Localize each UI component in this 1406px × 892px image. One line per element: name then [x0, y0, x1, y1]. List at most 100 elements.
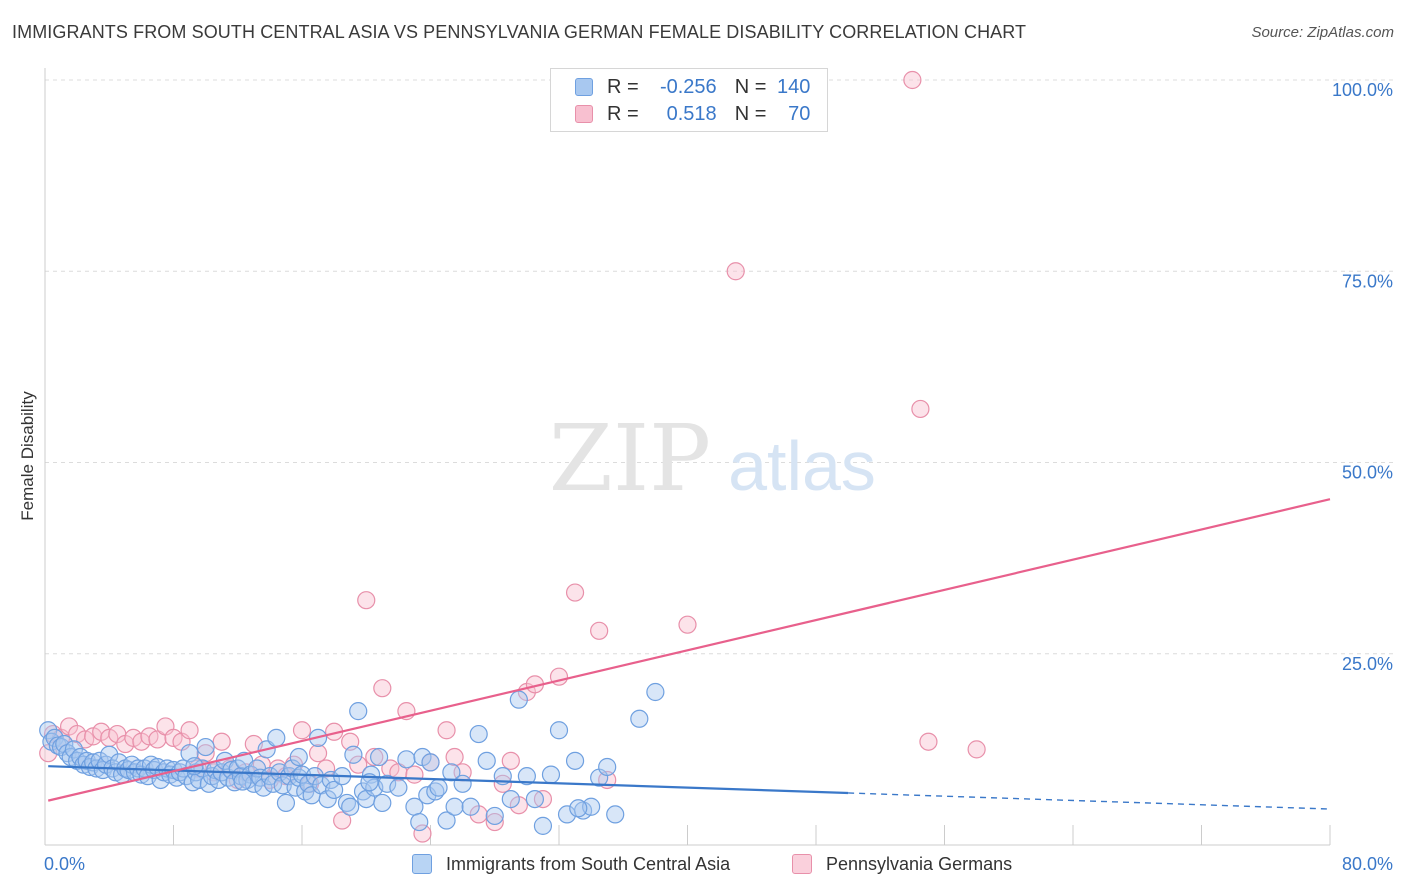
point-south-central-asia: [533, 816, 553, 835]
point-pennsylvania-germans: [148, 730, 167, 749]
point-pennsylvania-germans: [437, 721, 456, 740]
bottom-legend-swatch-pink: [792, 854, 812, 874]
watermark-zip: ZIP: [549, 405, 711, 512]
legend-r-label: R =: [607, 75, 639, 98]
point-south-central-asia: [429, 778, 448, 797]
point-south-central-asia: [606, 805, 625, 824]
point-south-central-asia: [442, 763, 461, 782]
legend-n-label: N =: [734, 75, 767, 98]
point-south-central-asia: [598, 757, 617, 777]
point-south-central-asia: [341, 797, 360, 816]
point-pennsylvania-germans: [349, 755, 368, 774]
legend-row-pink: R = 0.518 N = 70: [575, 101, 810, 127]
point-pennsylvania-germans: [919, 732, 938, 751]
point-south-central-asia: [569, 799, 588, 818]
point-pennsylvania-germans: [357, 591, 376, 610]
point-pennsylvania-germans: [405, 765, 424, 784]
point-pennsylvania-germans: [501, 751, 520, 770]
legend-n-value-blue: 140: [777, 75, 811, 98]
y-tick-label: 50.0%: [1342, 463, 1393, 483]
legend-r-value-pink: 0.518: [666, 102, 717, 125]
point-south-central-asia: [196, 737, 215, 757]
point-south-central-asia: [646, 682, 665, 702]
bottom-legend-swatch-blue: [412, 854, 432, 874]
point-pennsylvania-germans: [308, 744, 328, 763]
point-south-central-asia: [100, 745, 119, 764]
legend-n-value-pink: 70: [788, 102, 811, 125]
point-south-central-asia: [469, 724, 488, 744]
trend-line: [48, 765, 849, 795]
legend-row-blue: R = -0.256 N = 140: [575, 74, 810, 100]
point-south-central-asia: [445, 797, 464, 816]
point-south-central-asia: [509, 690, 528, 709]
point-pennsylvania-germans: [485, 812, 504, 832]
trend-line: [47, 498, 1331, 802]
point-south-central-asia: [517, 767, 536, 786]
point-south-central-asia: [541, 765, 561, 784]
point-pennsylvania-germans: [726, 262, 745, 281]
point-pennsylvania-germans: [196, 744, 215, 763]
correlation-legend: R = -0.256 N = 140 R = 0.518 N = 70: [550, 68, 828, 132]
point-south-central-asia: [325, 780, 344, 800]
legend-swatch-pink: [575, 105, 593, 123]
bottom-legend-label-blue: Immigrants from South Central Asia: [446, 853, 731, 874]
watermark-atlas: atlas: [728, 427, 876, 505]
bottom-legend-pink: Pennsylvania Germans: [792, 851, 1012, 877]
point-pennsylvania-germans: [413, 824, 432, 843]
point-pennsylvania-germans: [180, 721, 199, 740]
point-pennsylvania-germans: [911, 399, 930, 419]
point-pennsylvania-germans: [389, 763, 408, 782]
point-south-central-asia: [477, 751, 496, 770]
point-south-central-asia: [397, 750, 416, 769]
point-south-central-asia: [501, 789, 520, 809]
point-south-central-asia: [373, 793, 392, 813]
point-south-central-asia: [370, 747, 389, 767]
point-pennsylvania-germans: [903, 70, 922, 90]
point-pennsylvania-germans: [590, 621, 609, 640]
legend-swatch-blue: [575, 78, 593, 96]
point-south-central-asia: [421, 753, 440, 772]
point-south-central-asia: [233, 772, 252, 791]
point-south-central-asia: [283, 759, 302, 778]
point-pennsylvania-germans: [678, 615, 697, 634]
point-pennsylvania-germans: [212, 732, 231, 751]
series-blue-points: [39, 682, 665, 835]
point-pennsylvania-germans: [333, 811, 352, 830]
point-south-central-asia: [349, 702, 368, 721]
point-south-central-asia: [525, 789, 545, 809]
legend-r-value-blue: -0.256: [659, 75, 717, 98]
bottom-legend-label-pink: Pennsylvania Germans: [826, 853, 1013, 874]
point-south-central-asia: [549, 721, 569, 740]
point-pennsylvania-germans: [445, 747, 464, 767]
point-pennsylvania-germans: [565, 583, 585, 602]
source-label: Source: ZipAtlas.com: [1251, 24, 1394, 41]
point-south-central-asia: [289, 747, 308, 767]
chart-title: IMMIGRANTS FROM SOUTH CENTRAL ASIA VS PE…: [12, 22, 1027, 42]
point-south-central-asia: [389, 778, 408, 797]
point-south-central-asia: [344, 745, 363, 764]
point-pennsylvania-germans: [493, 774, 512, 793]
axes: [44, 68, 1331, 846]
gridlines: [45, 79, 1395, 655]
point-pennsylvania-germans: [365, 747, 384, 767]
tick-labels: 25.0% 50.0% 75.0% 100.0% 0.0% 80.0%: [44, 80, 1393, 874]
point-south-central-asia: [254, 778, 273, 797]
trend-lines: [47, 498, 1331, 810]
point-south-central-asia: [630, 709, 649, 728]
point-south-central-asia: [410, 812, 429, 832]
point-south-central-asia: [267, 728, 286, 748]
y-tick-label: 75.0%: [1342, 271, 1393, 291]
trend-line-extension: [848, 792, 1331, 810]
y-tick-label: 100.0%: [1332, 80, 1393, 100]
watermark: ZIP atlas: [549, 405, 876, 512]
point-pennsylvania-germans: [373, 679, 392, 698]
legend-n-label: N =: [734, 102, 767, 125]
point-pennsylvania-germans: [292, 721, 312, 740]
x-tick-label: 80.0%: [1342, 854, 1393, 874]
legend-r-label: R =: [607, 102, 639, 125]
point-south-central-asia: [318, 789, 337, 809]
point-south-central-asia: [378, 774, 397, 793]
point-south-central-asia: [461, 797, 480, 816]
point-south-central-asia: [437, 811, 456, 830]
